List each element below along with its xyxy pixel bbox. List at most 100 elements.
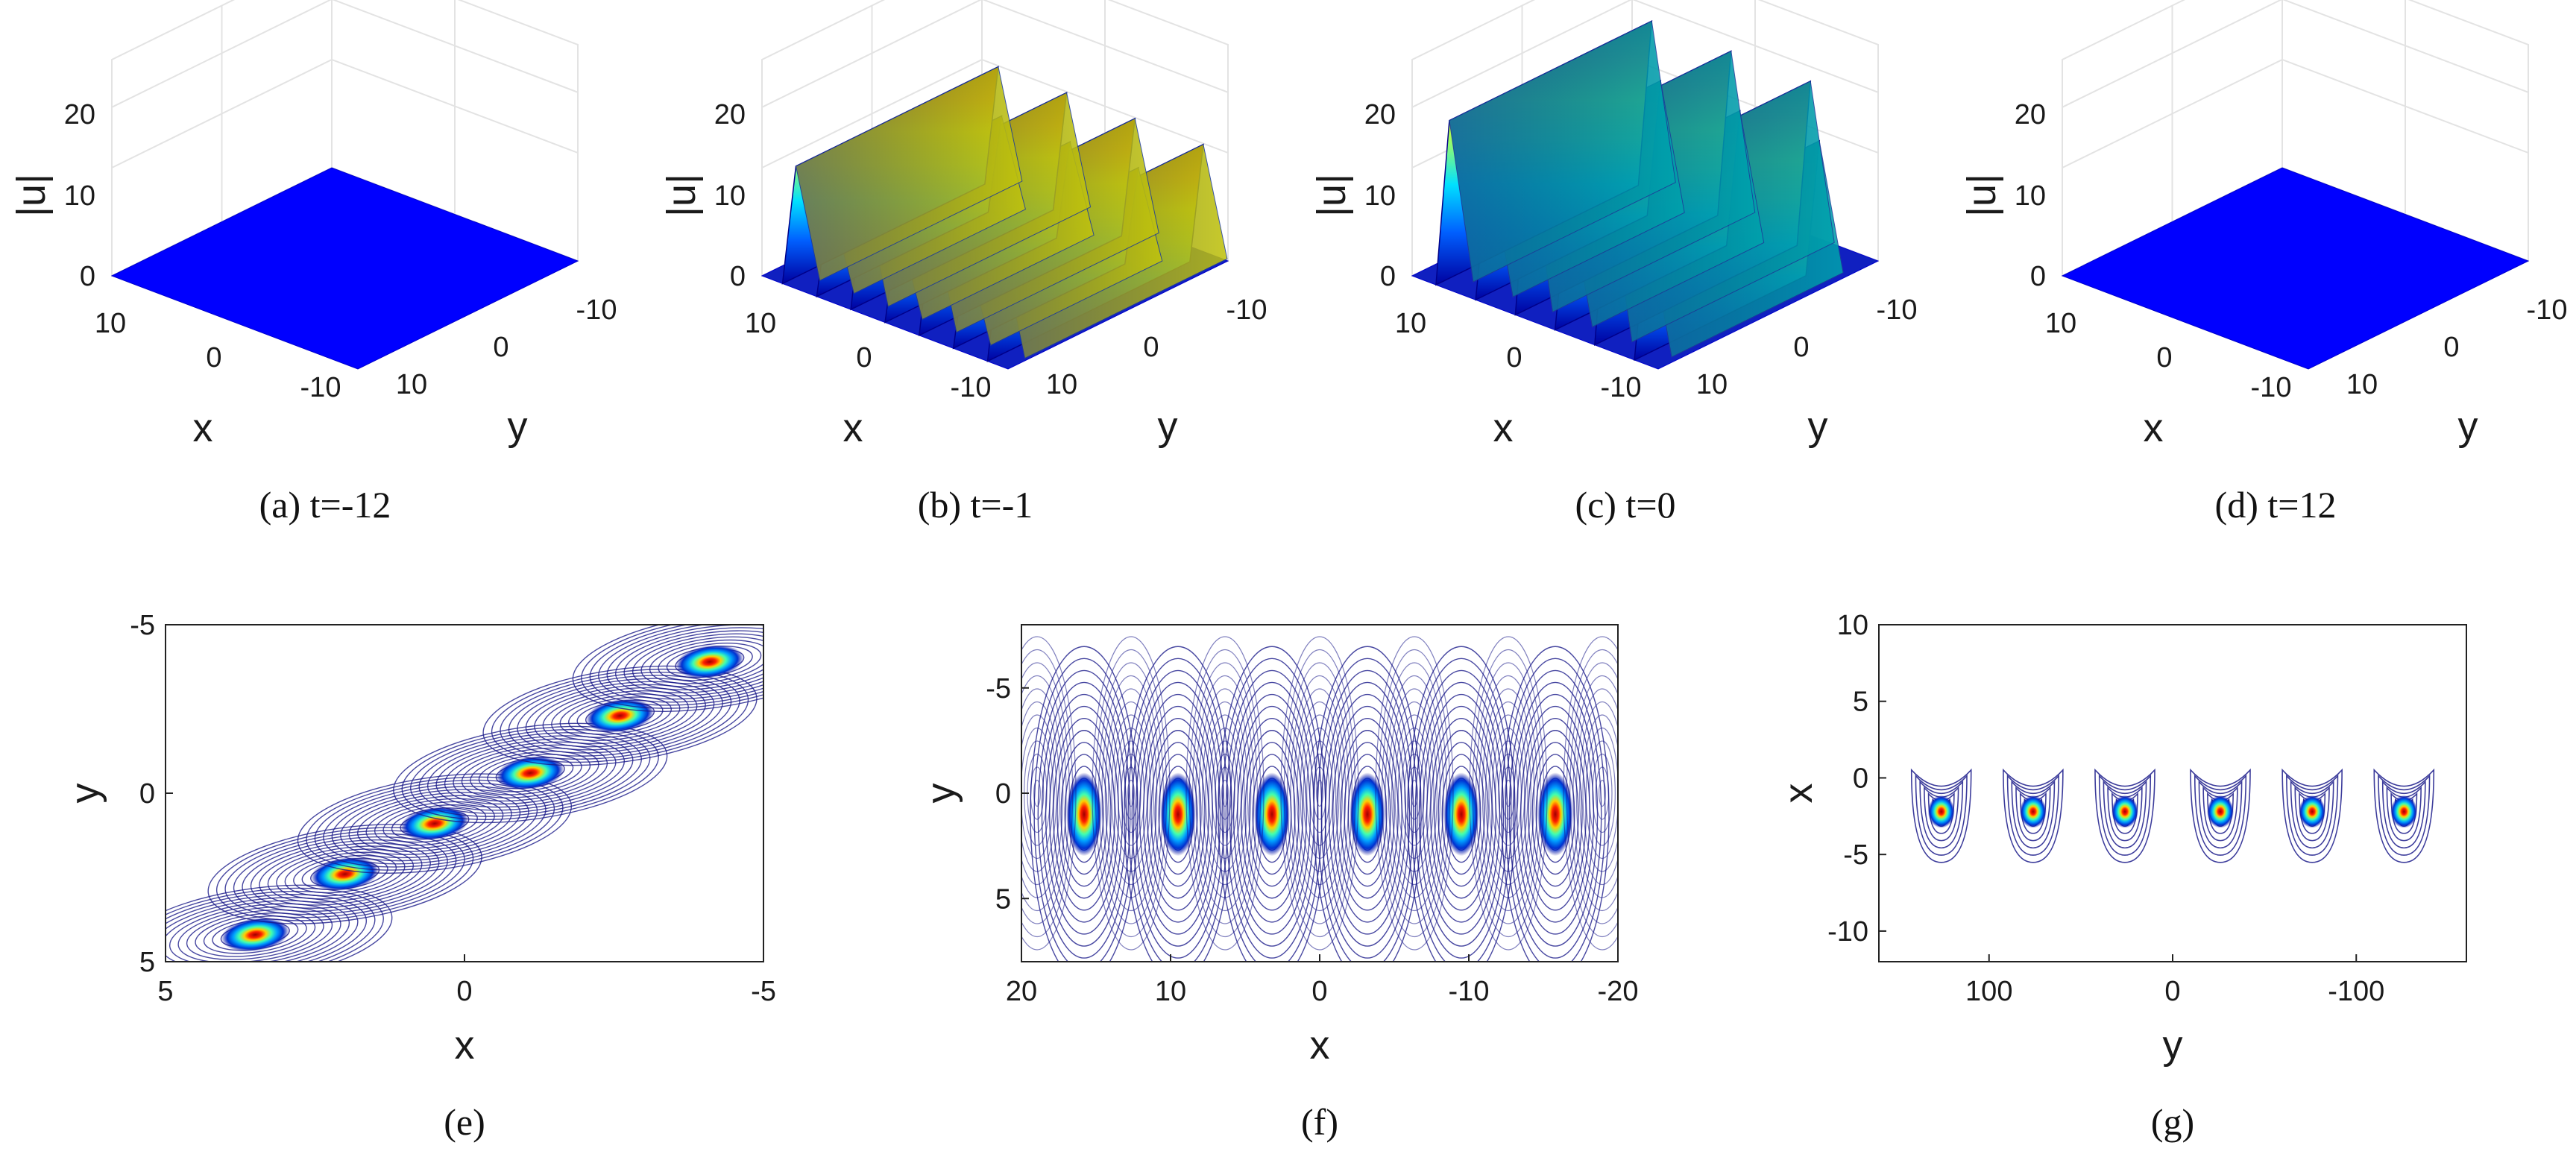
- contour-peak: [482, 665, 758, 766]
- contour-line: [1316, 779, 1323, 807]
- contour-line: [1188, 649, 1262, 938]
- contour-line: [1498, 753, 1519, 833]
- contour-line: [1021, 701, 1060, 886]
- x-tick-label: 5: [157, 976, 173, 1007]
- contour-line: [1585, 727, 1618, 860]
- y-tick-label: -5: [986, 673, 1011, 704]
- contour-line: [2098, 774, 2152, 856]
- contour-line: [2011, 780, 2056, 849]
- y-tick-label: 0: [1143, 332, 1159, 363]
- contour-line: [1501, 646, 1610, 962]
- z-tick-label: 20: [1364, 99, 1396, 130]
- contour-core: [221, 918, 289, 952]
- contour-line: [1508, 669, 1602, 959]
- panel-caption: (e): [444, 1101, 485, 1143]
- contour-line: [1185, 636, 1265, 951]
- z-gridline: [2062, 0, 2529, 108]
- contour-line: [1579, 701, 1618, 886]
- contour-line: [1411, 658, 1512, 962]
- x-axis: 20 10 0 -10 -20 x: [1006, 954, 1638, 1068]
- contour-line: [1287, 662, 1352, 924]
- y-tick-label: -10: [1827, 916, 1868, 948]
- y-tick-label: 10: [396, 369, 427, 400]
- contour-line: [1426, 705, 1496, 923]
- contour-line: [1056, 730, 1112, 899]
- panel-caption: (b) t=-1: [918, 484, 1033, 526]
- contour-line: [1098, 662, 1164, 924]
- x-axis-label: x: [1310, 1023, 1330, 1068]
- contour-line: [1303, 727, 1337, 860]
- contour-line: [1030, 766, 1045, 820]
- x-tick-label: 0: [1506, 342, 1522, 373]
- y-tick-label: -10: [576, 294, 617, 326]
- x-axis: 100 0 -100 y: [1965, 954, 2384, 1068]
- contour-line: [1021, 675, 1067, 912]
- z-tick-label: 0: [730, 261, 746, 292]
- contour-peak: [2094, 768, 2155, 863]
- surface-panel-c: 20 10 0 |u| 10 0 -10 x -10 0 10 y (c) t=0: [1309, 0, 1917, 526]
- contour-line: [166, 887, 384, 962]
- z-axis: 20 10 0 |u|: [9, 99, 95, 292]
- contour-line: [606, 625, 763, 700]
- contour-line: [426, 735, 634, 811]
- y-axis: -10 0 10 y: [1696, 294, 1918, 449]
- contour-line: [1485, 701, 1531, 886]
- contour-line: [215, 827, 474, 921]
- contour-line: [1407, 766, 1422, 820]
- z-gridline: [761, 0, 1229, 108]
- contour-line: [1582, 714, 1618, 872]
- contour-line: [1312, 766, 1327, 820]
- contour-line: [1021, 662, 1070, 924]
- x-axis-label: y: [2163, 1023, 2183, 1068]
- contour-line: [1248, 742, 1296, 887]
- contour-line: [1092, 636, 1171, 951]
- contour-line: [1021, 714, 1057, 872]
- contour-line: [1221, 779, 1229, 807]
- contour-line: [1290, 675, 1350, 912]
- contour-line: [1241, 717, 1303, 911]
- contour-line: [1101, 675, 1161, 912]
- contour-line: [2378, 774, 2431, 856]
- y-tick-label: -5: [1843, 839, 1868, 871]
- contour-core: [2390, 795, 2418, 828]
- panel-caption: (a) t=-12: [259, 484, 391, 526]
- contour-line: [1575, 688, 1618, 898]
- z-axis: 20 10 0 |u|: [1959, 99, 2046, 292]
- contour-line: [589, 625, 763, 706]
- contour-line: [166, 897, 359, 962]
- contour-line: [632, 633, 763, 690]
- contour-line: [1418, 681, 1505, 947]
- contour-line: [572, 625, 763, 712]
- contour-line: [2006, 774, 2059, 856]
- contour-line: [1049, 705, 1119, 923]
- contour-line: [1382, 662, 1447, 924]
- contour-line: [203, 915, 307, 954]
- contour-line: [1306, 740, 1333, 846]
- contour-line: [649, 639, 763, 684]
- contour-line: [1033, 658, 1135, 962]
- x-tick-label: -100: [2328, 976, 2384, 1007]
- contour-line: [1297, 701, 1343, 886]
- contour-line: [1158, 754, 1198, 875]
- contour-core: [2299, 795, 2326, 828]
- contour-line: [1472, 649, 1545, 938]
- z-axis-label: |u|: [1309, 174, 1354, 217]
- contour-line: [1135, 681, 1221, 947]
- contour-line: [1430, 717, 1493, 911]
- contour-peak: [2373, 768, 2435, 863]
- x-tick-label: 0: [1311, 976, 1327, 1007]
- z-gridline: [111, 0, 579, 108]
- contour-line: [1147, 717, 1209, 911]
- y-tick-label: 10: [1696, 369, 1728, 400]
- surface-panel-b: 20 10 0 |u| 10 0 -10 x -10 0 10 y (b) t=-1: [659, 0, 1267, 526]
- contour-line: [166, 890, 376, 962]
- panel-caption: (d) t=12: [2215, 484, 2337, 526]
- contour-line: [2194, 774, 2247, 856]
- x-axis-label: x: [455, 1023, 475, 1068]
- panel-caption: (c) t=0: [1575, 484, 1675, 526]
- contour-panel-e: 5 0 -5 x -5 0 5 y (e): [63, 610, 776, 1143]
- contour-line: [1118, 740, 1144, 846]
- y-tick-label: 0: [995, 778, 1011, 810]
- surface-base: [2061, 167, 2530, 370]
